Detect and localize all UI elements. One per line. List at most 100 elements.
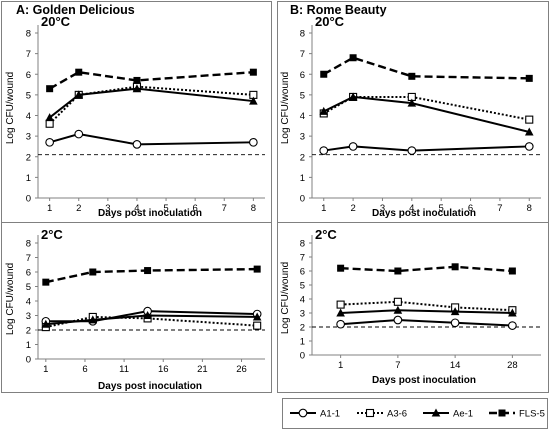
x-tick-label: 14 [450, 360, 461, 371]
x-tick-label: 5 [439, 203, 444, 214]
data-point-fls-5 [408, 72, 416, 80]
data-point-a1-1 [450, 318, 460, 328]
panel-b-label: B: Rome Beauty [290, 3, 387, 17]
x-tick-label: 1 [43, 364, 48, 375]
y-tick-label: 3 [26, 311, 31, 322]
data-point-a1-1 [524, 142, 534, 151]
y-tick-label: 7 [300, 253, 305, 264]
x-tick-label: 7 [497, 203, 502, 214]
panel-a-2c-ylabel: Log CFU/wound [5, 263, 16, 335]
panel-b-2c-xlabel: Days post inoculation [372, 375, 476, 386]
x-tick-label: 2 [350, 203, 355, 214]
y-tick-label: 5 [26, 282, 31, 293]
series-line-ae-1 [323, 95, 530, 133]
x-tick-label: 8 [251, 203, 256, 214]
data-point-fls-5 [394, 267, 402, 275]
data-point-a3-6 [45, 119, 54, 128]
x-tick-label: 16 [158, 364, 169, 375]
panel-b-20c-frame [277, 1, 549, 227]
panel-temperature-title: 2°C [315, 227, 337, 242]
data-point-fls-5 [253, 265, 261, 273]
data-point-a3-6 [253, 321, 262, 330]
y-tick-label: 8 [26, 29, 31, 40]
legend-marker-a3-6 [365, 408, 375, 418]
data-point-ae-1 [450, 307, 460, 316]
chart-rome-beauty-20c: 0 1 2 3 4 5 6 7 8 1 2 3 4 5 6 7 8 20°C [300, 14, 541, 214]
y-tick-label: 1 [300, 337, 305, 348]
data-point-ae-1 [252, 312, 262, 321]
series-line-a1-1 [323, 145, 530, 152]
panel-temperature-title: 20°C [41, 14, 71, 29]
y-tick-label: 2 [26, 326, 31, 337]
x-tick-label: 5 [163, 203, 168, 214]
y-tick-label: 6 [26, 70, 31, 81]
series-line-fls-5 [45, 267, 258, 284]
data-point-fls-5 [451, 263, 459, 271]
panel-temperature-title: 2°C [41, 227, 63, 242]
y-tick-label: 7 [300, 49, 305, 60]
y-tick-label: 7 [26, 49, 31, 60]
data-point-ae-1 [348, 92, 358, 101]
legend-label-fls-5: FLS-5 [519, 409, 545, 420]
series-line-a1-1 [49, 133, 254, 146]
x-tick-label: 4 [134, 203, 139, 214]
y-tick-label: 6 [26, 268, 31, 279]
x-tick-label: 11 [119, 364, 129, 375]
panel-b-20c-ylabel: Log CFU/wound [280, 72, 291, 144]
x-tick-label: 6 [82, 364, 87, 375]
data-point-ae-1 [407, 98, 417, 107]
x-tick-label: 7 [395, 360, 400, 371]
data-point-a1-1 [249, 137, 258, 147]
y-tick-label: 0 [26, 355, 31, 366]
y-tick-label: 1 [26, 173, 31, 184]
y-tick-label: 1 [26, 340, 31, 351]
y-tick-label: 0 [300, 194, 305, 205]
y-tick-label: 8 [26, 239, 31, 250]
y-tick-label: 4 [26, 297, 31, 308]
x-tick-label: 21 [197, 364, 208, 375]
data-point-ae-1 [393, 305, 403, 314]
data-point-fls-5 [42, 278, 50, 286]
x-tick-label: 1 [338, 360, 343, 371]
y-tick-label: 0 [300, 351, 305, 362]
y-tick-label: 2 [300, 152, 305, 163]
data-point-ae-1 [319, 106, 329, 115]
data-point-a3-6 [525, 115, 534, 124]
data-point-a1-1 [336, 319, 345, 329]
data-point-fls-5 [46, 85, 54, 93]
data-point-a1-1 [508, 321, 517, 330]
x-tick-label: 2 [76, 203, 81, 214]
data-point-fls-5 [249, 68, 257, 76]
x-tick-label: 28 [507, 360, 518, 371]
data-point-ae-1 [143, 311, 152, 319]
data-point-a1-1 [348, 142, 358, 151]
legend-label-a1-1: A1-1 [320, 409, 340, 420]
x-tick-label: 4 [409, 203, 414, 214]
data-point-fls-5 [349, 54, 357, 62]
x-tick-label: 3 [380, 203, 385, 214]
data-point-fls-5 [133, 76, 141, 84]
x-tick-label: 6 [468, 203, 473, 214]
data-point-a1-1 [319, 146, 329, 155]
data-point-ae-1 [336, 308, 345, 317]
data-point-ae-1 [524, 127, 534, 136]
y-tick-label: 4 [300, 295, 305, 306]
panel-a-label: A: Golden Delicious [16, 3, 135, 17]
data-point-fls-5 [525, 74, 533, 82]
data-point-ae-1 [74, 90, 84, 99]
data-point-a1-1 [393, 315, 403, 325]
data-point-fls-5 [508, 267, 516, 275]
x-tick-label: 1 [321, 203, 326, 214]
series-line-ae-1 [340, 309, 513, 314]
data-point-fls-5 [89, 268, 97, 276]
data-point-fls-5 [320, 70, 328, 78]
data-point-fls-5 [144, 267, 152, 275]
y-tick-label: 5 [300, 281, 305, 292]
panel-b-20c-xlabel: Days post inoculation [372, 208, 476, 219]
data-point-a1-1 [132, 140, 142, 149]
y-tick-label: 5 [300, 90, 305, 101]
chart-rome-beauty-2c: 0 1 2 3 4 5 6 7 8 1 7 14 28 2°C [300, 227, 541, 371]
series-line-ae-1 [49, 87, 254, 119]
y-tick-label: 2 [26, 152, 31, 163]
